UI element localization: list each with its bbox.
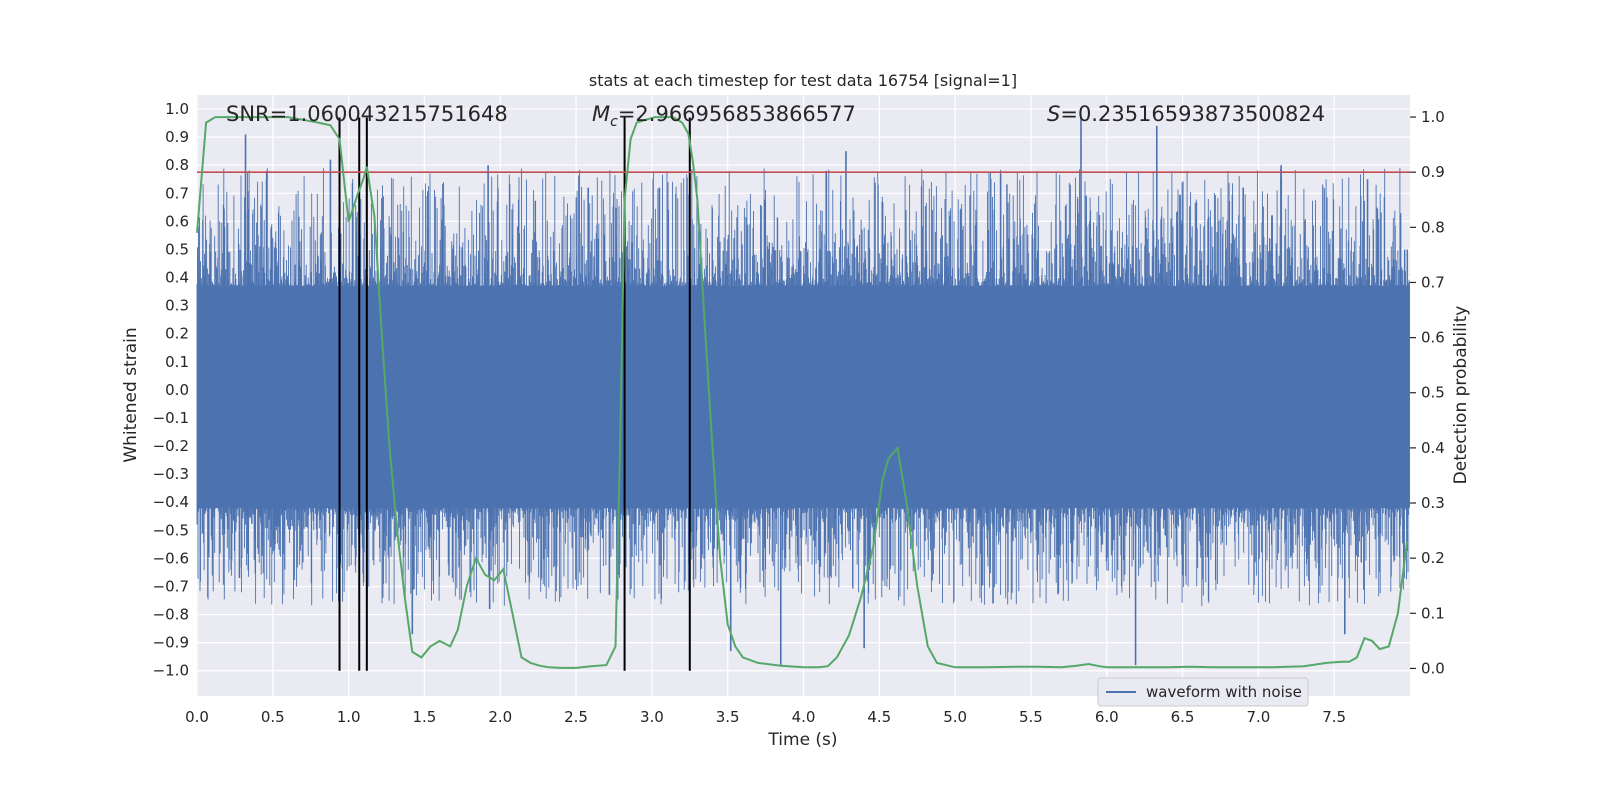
probability-line [196, 116, 1408, 669]
probability-series [196, 116, 1408, 669]
y-left-tick-label: 0.9 [165, 128, 189, 146]
y-right-tick-label: 0.4 [1421, 439, 1445, 457]
y-left-tick-label: 0.5 [165, 240, 189, 258]
y-right-tick-label: 0.3 [1421, 494, 1445, 512]
x-axis-ticks: 0.0 0.5 1.0 1.5 2.0 2.5 3.0 3.5 4.0 4.5 5.0 5.5 6.0 6… [185, 708, 1346, 726]
y-right-tick-label: 1.0 [1421, 108, 1445, 126]
chirp-mass-subscript: c [610, 114, 618, 130]
strain-core [197, 285, 1406, 508]
y-left-tick-label: −0.5 [153, 521, 189, 539]
x-tick-label: 6.5 [1171, 708, 1195, 726]
y-left-tick-label: 0.4 [165, 269, 189, 287]
y-left-tick-label: −0.2 [153, 437, 189, 455]
vertical-markers [338, 117, 691, 671]
legend: waveform with noise [1097, 677, 1309, 707]
y-right-tick-label: 0.5 [1421, 384, 1445, 402]
x-axis-label: Time (s) [767, 730, 837, 750]
y-left-tick-label: −0.3 [153, 465, 189, 483]
y-left-tick-label: 0.3 [165, 297, 189, 315]
y-left-tick-label: 1.0 [165, 100, 189, 118]
x-tick-label: 4.5 [867, 708, 891, 726]
y-left-tick-label: 0.0 [165, 381, 189, 399]
y-right-tick-label: 0.7 [1421, 273, 1445, 291]
snr-annotation: SNR=1.060043215751648 [226, 102, 508, 126]
y-left-tick-label: −1.0 [153, 662, 189, 680]
y-right-tick-label: 0.6 [1421, 329, 1445, 347]
x-tick-label: 3.5 [716, 708, 740, 726]
y-right-tick-label: 0.1 [1421, 604, 1445, 622]
x-tick-label: 7.0 [1246, 708, 1270, 726]
x-tick-label: 2.0 [488, 708, 512, 726]
s-symbol: S [1047, 102, 1060, 126]
x-tick-label: 3.0 [640, 708, 664, 726]
x-tick-label: 0.0 [185, 708, 209, 726]
s-annotation: S=0.23516593873500824 [1047, 102, 1325, 126]
chirp-mass-annotation: Mc=2.966956853866577 [592, 102, 856, 130]
x-tick-label: 1.0 [337, 708, 361, 726]
chirp-mass-value: =2.966956853866577 [618, 102, 856, 126]
x-tick-label: 5.5 [1019, 708, 1043, 726]
y-left-tick-label: 0.7 [165, 184, 189, 202]
y-left-axis-ticks: 1.0 0.9 0.8 0.7 0.6 0.5 0.4 0.3 0.2 0.1 0.0 −0.1 −0.… [153, 100, 189, 680]
y-left-tick-label: −0.8 [153, 606, 189, 624]
s-value: =0.23516593873500824 [1060, 102, 1325, 126]
y-left-tick-label: −0.4 [153, 493, 189, 511]
y-left-tick-label: 0.6 [165, 212, 189, 230]
y-left-tick-label: −0.1 [153, 409, 189, 427]
x-tick-label: 4.0 [792, 708, 816, 726]
y-left-tick-label: −0.6 [153, 549, 189, 567]
y-left-tick-label: 0.8 [165, 156, 189, 174]
y-right-tick-label: 0.2 [1421, 549, 1445, 567]
legend-label: waveform with noise [1146, 683, 1302, 701]
legend-box [1097, 677, 1309, 707]
y-left-axis-label: Whitened strain [121, 327, 141, 462]
y-left-tick-label: 0.2 [165, 325, 189, 343]
x-tick-label: 6.0 [1095, 708, 1119, 726]
x-tick-label: 0.5 [261, 708, 285, 726]
y-left-tick-label: −0.9 [153, 634, 189, 652]
y-right-tick-label: 0.0 [1421, 659, 1445, 677]
strain-series [196, 117, 1410, 666]
y-right-axis-ticks: 1.0 0.9 0.8 0.7 0.6 0.5 0.4 0.3 0.2 0.1 0.0 [1410, 108, 1445, 677]
x-tick-label: 7.5 [1322, 708, 1346, 726]
y-left-tick-label: 0.1 [165, 353, 189, 371]
x-tick-label: 2.5 [564, 708, 588, 726]
chirp-mass-symbol: M [592, 102, 610, 126]
x-tick-label: 5.0 [943, 708, 967, 726]
y-right-axis-label: Detection probability [1451, 306, 1471, 485]
y-left-tick-label: −0.7 [153, 577, 189, 595]
y-right-tick-label: 0.8 [1421, 218, 1445, 236]
chart-title: stats at each timestep for test data 167… [589, 71, 1017, 90]
y-right-tick-label: 0.9 [1421, 163, 1445, 181]
x-tick-label: 1.5 [413, 708, 437, 726]
